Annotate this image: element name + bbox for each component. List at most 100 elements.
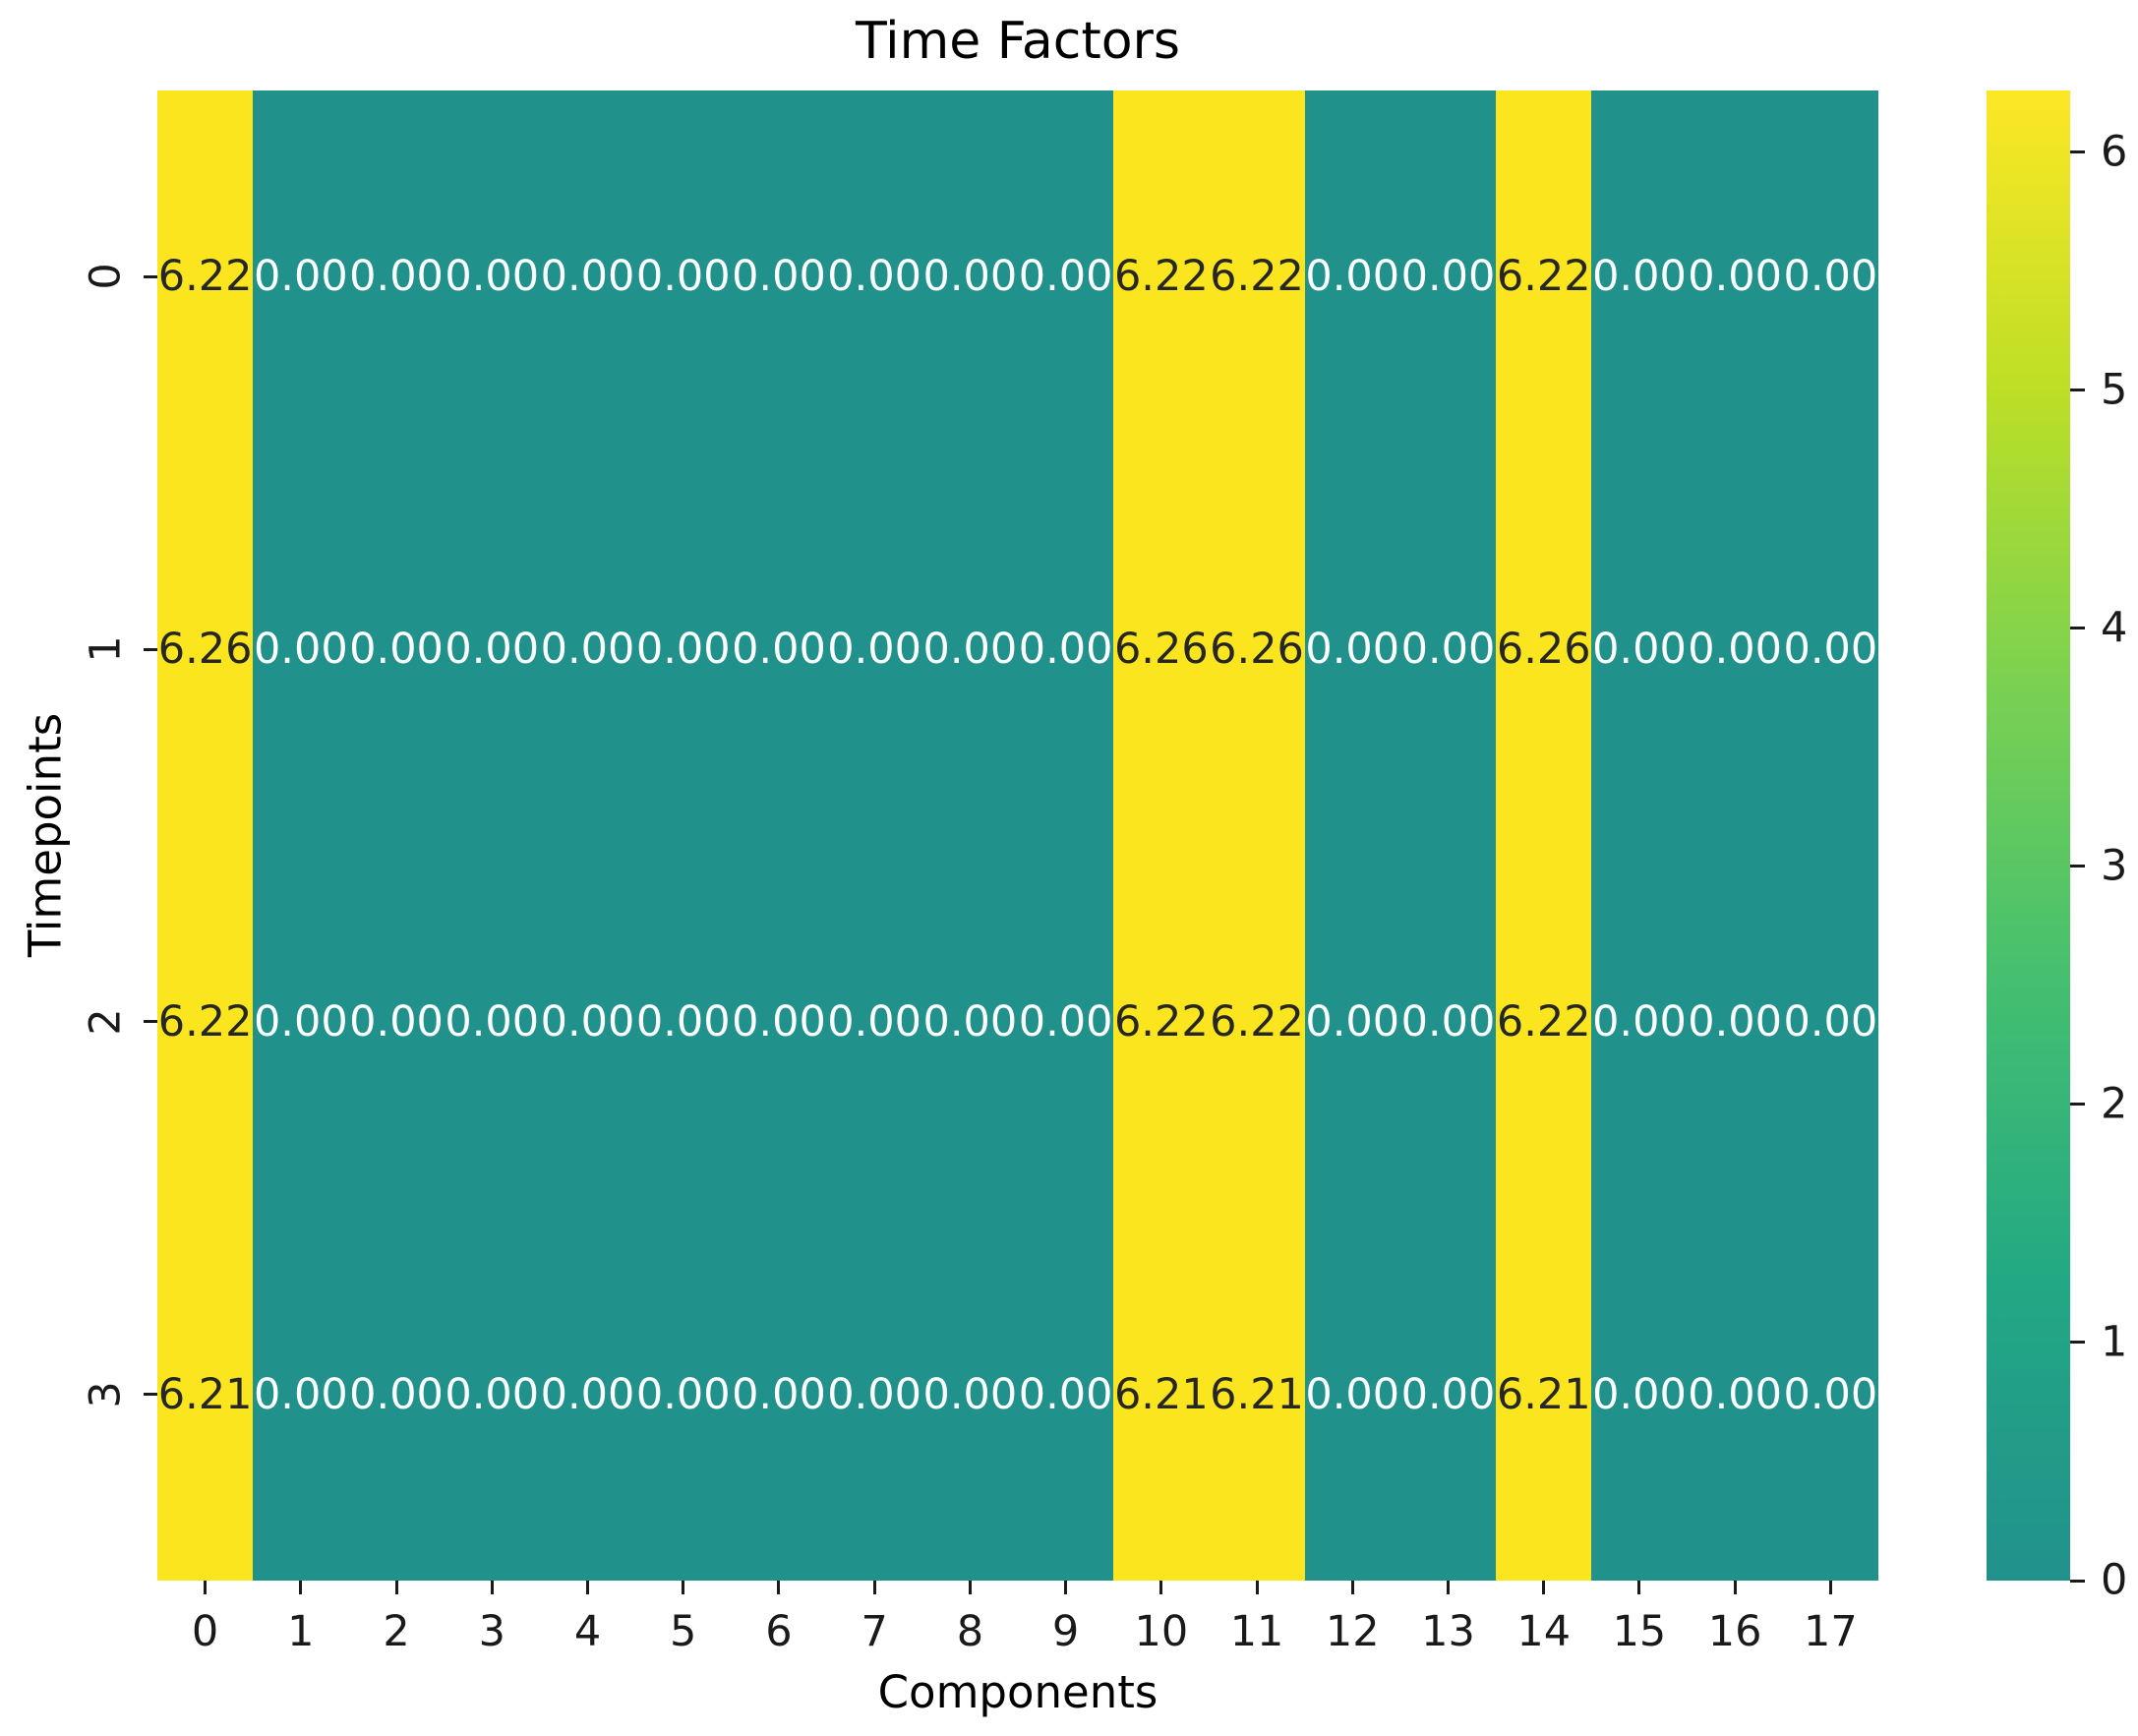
- heatmap-cell: 0.00: [1687, 1208, 1783, 1581]
- x-tick-label: 4: [573, 1607, 602, 1656]
- colorbar: [1987, 90, 2070, 1581]
- cell-value: 0.00: [253, 625, 348, 675]
- cell-value: 0.00: [827, 1369, 922, 1419]
- heatmap-cell: 0.00: [1782, 1208, 1878, 1581]
- cell-value: 0.00: [732, 996, 826, 1047]
- colorbar-tick-label: 3: [2101, 841, 2128, 891]
- heatmap-cell: 0.00: [1017, 90, 1114, 463]
- colorbar-tick-label: 4: [2101, 603, 2128, 653]
- heatmap-cell: 0.00: [348, 462, 445, 836]
- cell-value: 0.00: [1688, 996, 1783, 1047]
- heatmap-cell: 6.26: [1113, 462, 1210, 836]
- heatmap-cell: 0.00: [921, 462, 1018, 836]
- x-tick-label: 11: [1229, 1607, 1284, 1656]
- cell-value: 6.21: [157, 1369, 253, 1419]
- cell-value: 6.21: [1210, 1369, 1304, 1419]
- heatmap-cell: 0.00: [635, 1208, 732, 1581]
- cell-value: 0.00: [253, 1369, 348, 1419]
- heatmap-cell: 6.22: [1496, 835, 1592, 1209]
- colorbar-tick-label: 2: [2101, 1079, 2128, 1129]
- heatmap-cell: 0.00: [921, 90, 1018, 463]
- cell-value: 0.00: [1592, 252, 1687, 302]
- cell-value: 6.22: [1496, 996, 1591, 1047]
- cell-value: 6.22: [1113, 252, 1209, 302]
- cell-value: 0.00: [922, 252, 1018, 302]
- cell-value: 0.00: [635, 1369, 731, 1419]
- cell-value: 0.00: [349, 625, 444, 675]
- heatmap-cell: 0.00: [1017, 835, 1114, 1209]
- x-tick-mark: [872, 1581, 876, 1594]
- cell-value: 0.00: [922, 625, 1018, 675]
- cell-value: 0.00: [1783, 252, 1878, 302]
- cell-value: 0.00: [253, 252, 348, 302]
- x-tick-label: 12: [1325, 1607, 1380, 1656]
- x-tick-mark: [394, 1581, 398, 1594]
- heatmap-cell: 0.00: [1304, 90, 1400, 463]
- x-tick-label: 5: [670, 1607, 697, 1656]
- x-tick-label: 2: [383, 1607, 410, 1656]
- heatmap-cell: 6.22: [157, 835, 254, 1209]
- heatmap-cell: 0.00: [253, 1208, 349, 1581]
- heatmap-cell: 0.00: [444, 1208, 540, 1581]
- heatmap-cell: 0.00: [826, 1208, 922, 1581]
- cell-value: 0.00: [1305, 625, 1400, 675]
- cell-value: 0.00: [732, 252, 826, 302]
- x-axis-label: Components: [877, 1666, 1158, 1718]
- cell-value: 0.00: [1400, 252, 1496, 302]
- x-tick-mark: [1637, 1581, 1641, 1594]
- x-tick-label: 6: [765, 1607, 793, 1656]
- cell-value: 6.26: [1496, 625, 1591, 675]
- cell-value: 6.22: [1496, 252, 1591, 302]
- cell-value: 0.00: [1018, 625, 1113, 675]
- heatmap-cell: 0.00: [1782, 835, 1878, 1209]
- y-tick-label: 0: [81, 263, 131, 291]
- colorbar-tick-mark: [2070, 865, 2085, 868]
- heatmap-cell: 6.21: [1209, 1208, 1305, 1581]
- heatmap-cell: 6.26: [157, 462, 254, 836]
- cell-value: 0.00: [635, 252, 731, 302]
- heatmap-cell: 6.22: [1209, 90, 1305, 463]
- cell-value: 0.00: [635, 625, 731, 675]
- cell-value: 0.00: [922, 996, 1018, 1047]
- x-tick-mark: [1828, 1581, 1832, 1594]
- heatmap-grid: 6.22 0.00 0.00 0.00 0.00 0.00 0.00 0.00 0.00 0.00…: [157, 90, 1878, 1581]
- colorbar-tick-label: 6: [2101, 127, 2128, 177]
- y-tick-label: 3: [81, 1380, 131, 1408]
- cell-value: 0.00: [732, 1369, 826, 1419]
- cell-value: 0.00: [1688, 1369, 1783, 1419]
- cell-value: 6.26: [1210, 625, 1304, 675]
- heatmap-cell: 0.00: [635, 835, 732, 1209]
- y-tick-mark: [144, 647, 157, 651]
- cell-value: 0.00: [1305, 1369, 1400, 1419]
- heatmap-cell: 0.00: [539, 90, 636, 463]
- heatmap-cell: 0.00: [731, 462, 827, 836]
- heatmap-cell: 0.00: [1687, 835, 1783, 1209]
- x-tick-mark: [1447, 1581, 1450, 1594]
- heatmap-cell: 6.26: [1209, 462, 1305, 836]
- heatmap-cell: 6.22: [157, 90, 254, 463]
- colorbar-tick-mark: [2070, 627, 2085, 630]
- heatmap-cell: 0.00: [731, 90, 827, 463]
- heatmap-cell: 0.00: [1399, 835, 1497, 1209]
- cell-value: 0.00: [922, 1369, 1018, 1419]
- x-tick-mark: [1350, 1581, 1354, 1594]
- x-tick-label: 0: [191, 1607, 219, 1656]
- heatmap-cell: 0.00: [1304, 462, 1400, 836]
- y-tick-mark: [144, 1393, 157, 1397]
- cell-value: 0.00: [540, 252, 635, 302]
- cell-value: 0.00: [445, 1369, 540, 1419]
- x-tick-label: 10: [1134, 1607, 1189, 1656]
- heatmap-cell: 0.00: [348, 835, 445, 1209]
- heatmap-cell: 0.00: [1591, 835, 1688, 1209]
- heatmap-cell: 0.00: [1782, 462, 1878, 836]
- colorbar-tick-mark: [2070, 1341, 2085, 1345]
- cell-value: 0.00: [827, 252, 922, 302]
- heatmap-cell: 0.00: [1591, 462, 1688, 836]
- x-tick-mark: [490, 1581, 494, 1594]
- x-tick-mark: [1255, 1581, 1259, 1594]
- x-tick-label: 17: [1804, 1607, 1858, 1656]
- heatmap-cell: 6.22: [1209, 835, 1305, 1209]
- x-tick-label: 13: [1421, 1607, 1475, 1656]
- heatmap-cell: 0.00: [1017, 1208, 1114, 1581]
- heatmap-cell: 0.00: [635, 462, 732, 836]
